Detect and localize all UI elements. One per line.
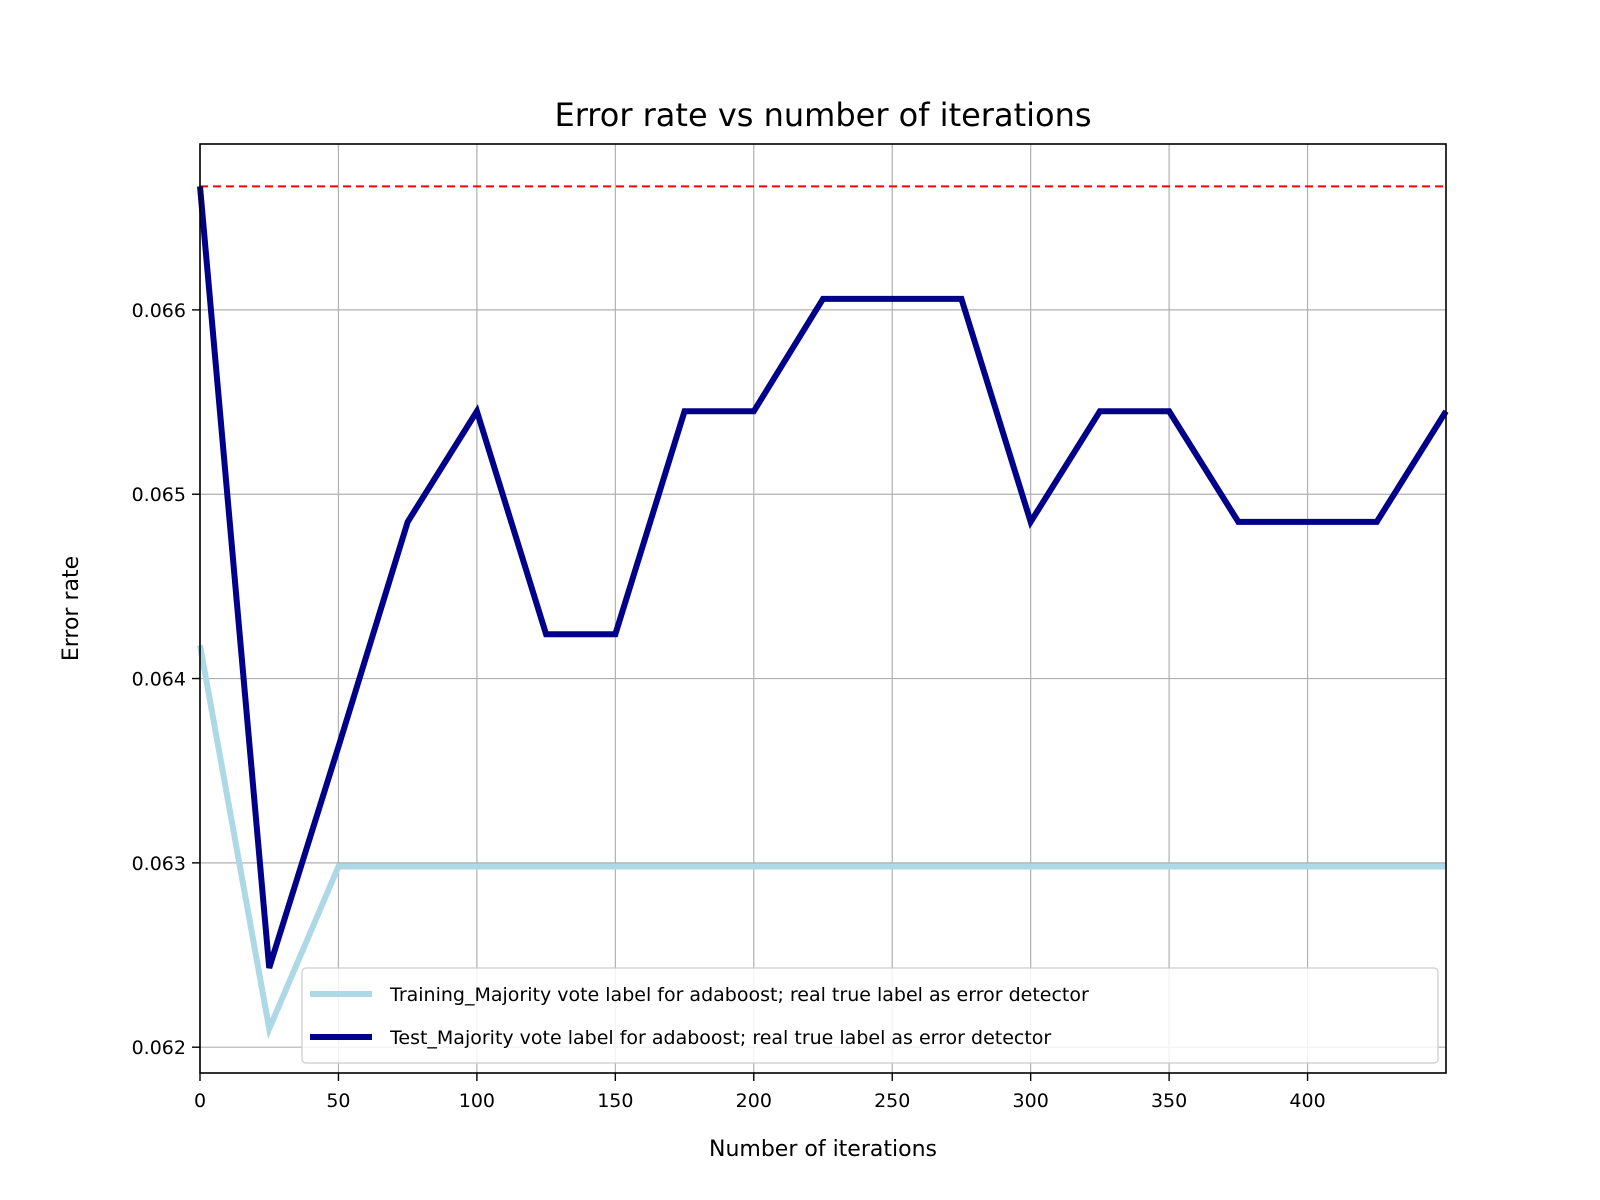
plot-frame	[199, 143, 1447, 1074]
x-tick-label: 50	[326, 1090, 350, 1112]
legend: Training_Majority vote label for adaboos…	[301, 967, 1439, 1064]
y-tick-label: 0.065	[132, 484, 186, 506]
test-series-line	[197, 186, 1449, 969]
legend-entry-label: Test_Majority vote label for adaboost; r…	[389, 1027, 1051, 1049]
x-axis: 0 50 100 150 200 250 300 350 400	[194, 1073, 1326, 1112]
y-tick-label: 0.063	[132, 853, 186, 875]
y-axis-label: Error rate	[59, 556, 84, 661]
y-tick-label: 0.064	[132, 669, 186, 691]
training-series-line	[197, 644, 1446, 1040]
x-tick-label: 300	[1013, 1090, 1049, 1112]
x-tick-label: 400	[1289, 1090, 1325, 1112]
x-tick-label: 100	[459, 1090, 495, 1112]
x-tick-label: 0	[194, 1090, 206, 1112]
legend-entry-label: Training_Majority vote label for adaboos…	[389, 984, 1089, 1006]
chart-title: Error rate vs number of iterations	[554, 96, 1091, 134]
x-axis-label: Number of iterations	[709, 1137, 937, 1162]
y-axis: 0.062 0.063 0.064 0.065 0.066	[132, 300, 200, 1059]
x-tick-label: 150	[597, 1090, 633, 1112]
x-tick-label: 200	[736, 1090, 772, 1112]
legend-box	[301, 967, 1439, 1064]
x-tick-label: 350	[1151, 1090, 1187, 1112]
y-tick-label: 0.062	[132, 1037, 186, 1059]
x-tick-label: 250	[874, 1090, 910, 1112]
series-layer	[197, 185, 1449, 1040]
grid	[199, 144, 1446, 1073]
y-tick-label: 0.066	[132, 300, 186, 322]
